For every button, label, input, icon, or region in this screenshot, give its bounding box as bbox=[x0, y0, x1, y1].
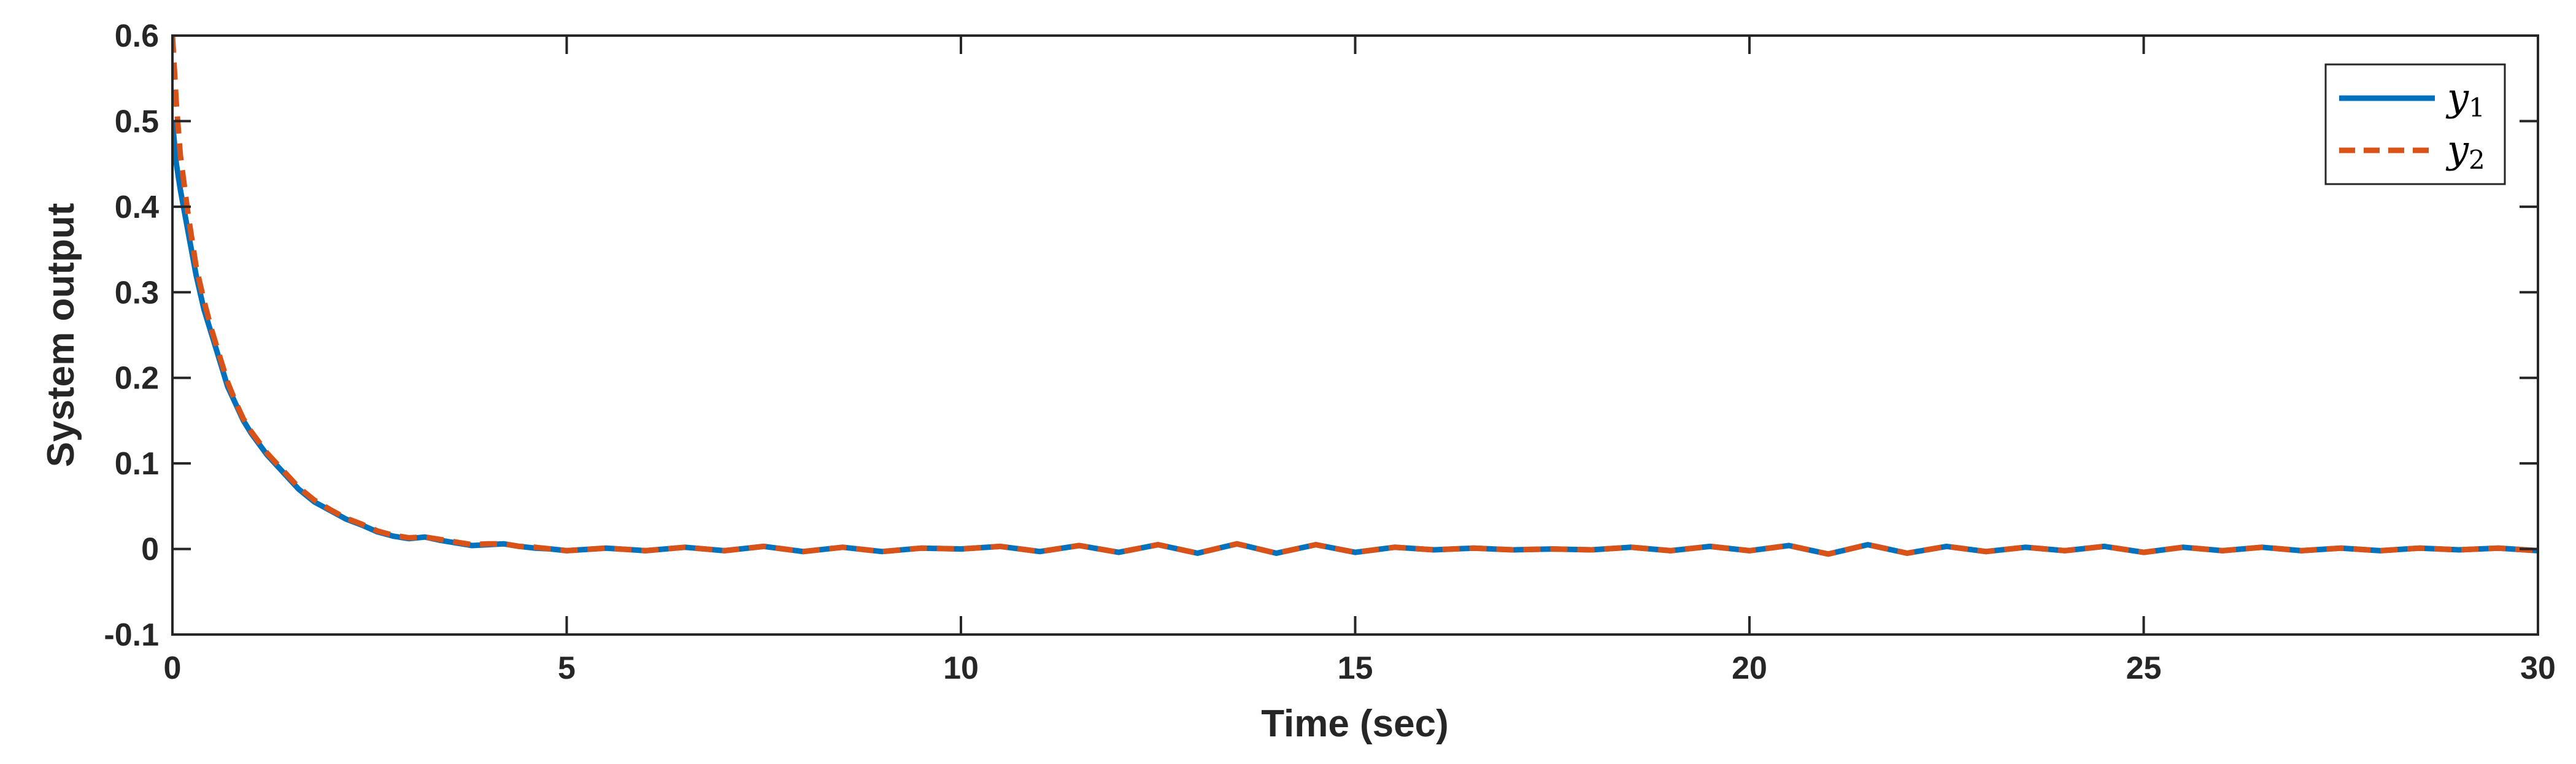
x-axis-label: Time (sec) bbox=[1261, 703, 1449, 745]
legend-box bbox=[2324, 63, 2506, 185]
x-tick-label: 20 bbox=[1732, 650, 1767, 686]
legend-label-y2: y2 bbox=[2445, 127, 2485, 175]
legend-label-base: y bbox=[2445, 127, 2469, 172]
y-tick-label: -0.1 bbox=[104, 617, 159, 653]
legend-label-subscript: 2 bbox=[2469, 145, 2485, 175]
y-tick-label: 0.6 bbox=[115, 18, 159, 54]
y-axis-label: System output bbox=[40, 203, 82, 468]
plot-area bbox=[172, 36, 2538, 635]
x-tick-label: 10 bbox=[943, 650, 979, 686]
y-tick-label: 0.5 bbox=[115, 104, 159, 139]
x-tick-label: 5 bbox=[558, 650, 576, 686]
series-clip-group bbox=[172, 36, 2538, 557]
y-tick-label: 0.2 bbox=[115, 361, 159, 396]
y-tick-label: 0.4 bbox=[115, 190, 159, 225]
x-tick-label: 25 bbox=[2126, 650, 2162, 686]
y-tick-label: 0.1 bbox=[115, 446, 159, 482]
x-tick-label: 30 bbox=[2520, 650, 2556, 686]
series-layer bbox=[172, 36, 2538, 557]
legend-label-subscript: 1 bbox=[2469, 93, 2485, 123]
x-tick-label: 15 bbox=[1338, 650, 1373, 686]
legend-label-base: y bbox=[2445, 75, 2469, 120]
x-axis-ticks: 0 5 10 15 20 25 30 bbox=[164, 36, 2556, 686]
y-tick-label: 0 bbox=[141, 532, 159, 568]
x-tick-label: 0 bbox=[164, 650, 182, 686]
y-tick-label: 0.3 bbox=[115, 275, 159, 311]
legend-label-y1: y1 bbox=[2445, 75, 2485, 123]
series-line-y2 bbox=[172, 36, 2538, 557]
y-axis-ticks: -0.1 0 0.1 0.2 0.3 0.4 0.5 0.6 bbox=[104, 18, 2538, 653]
